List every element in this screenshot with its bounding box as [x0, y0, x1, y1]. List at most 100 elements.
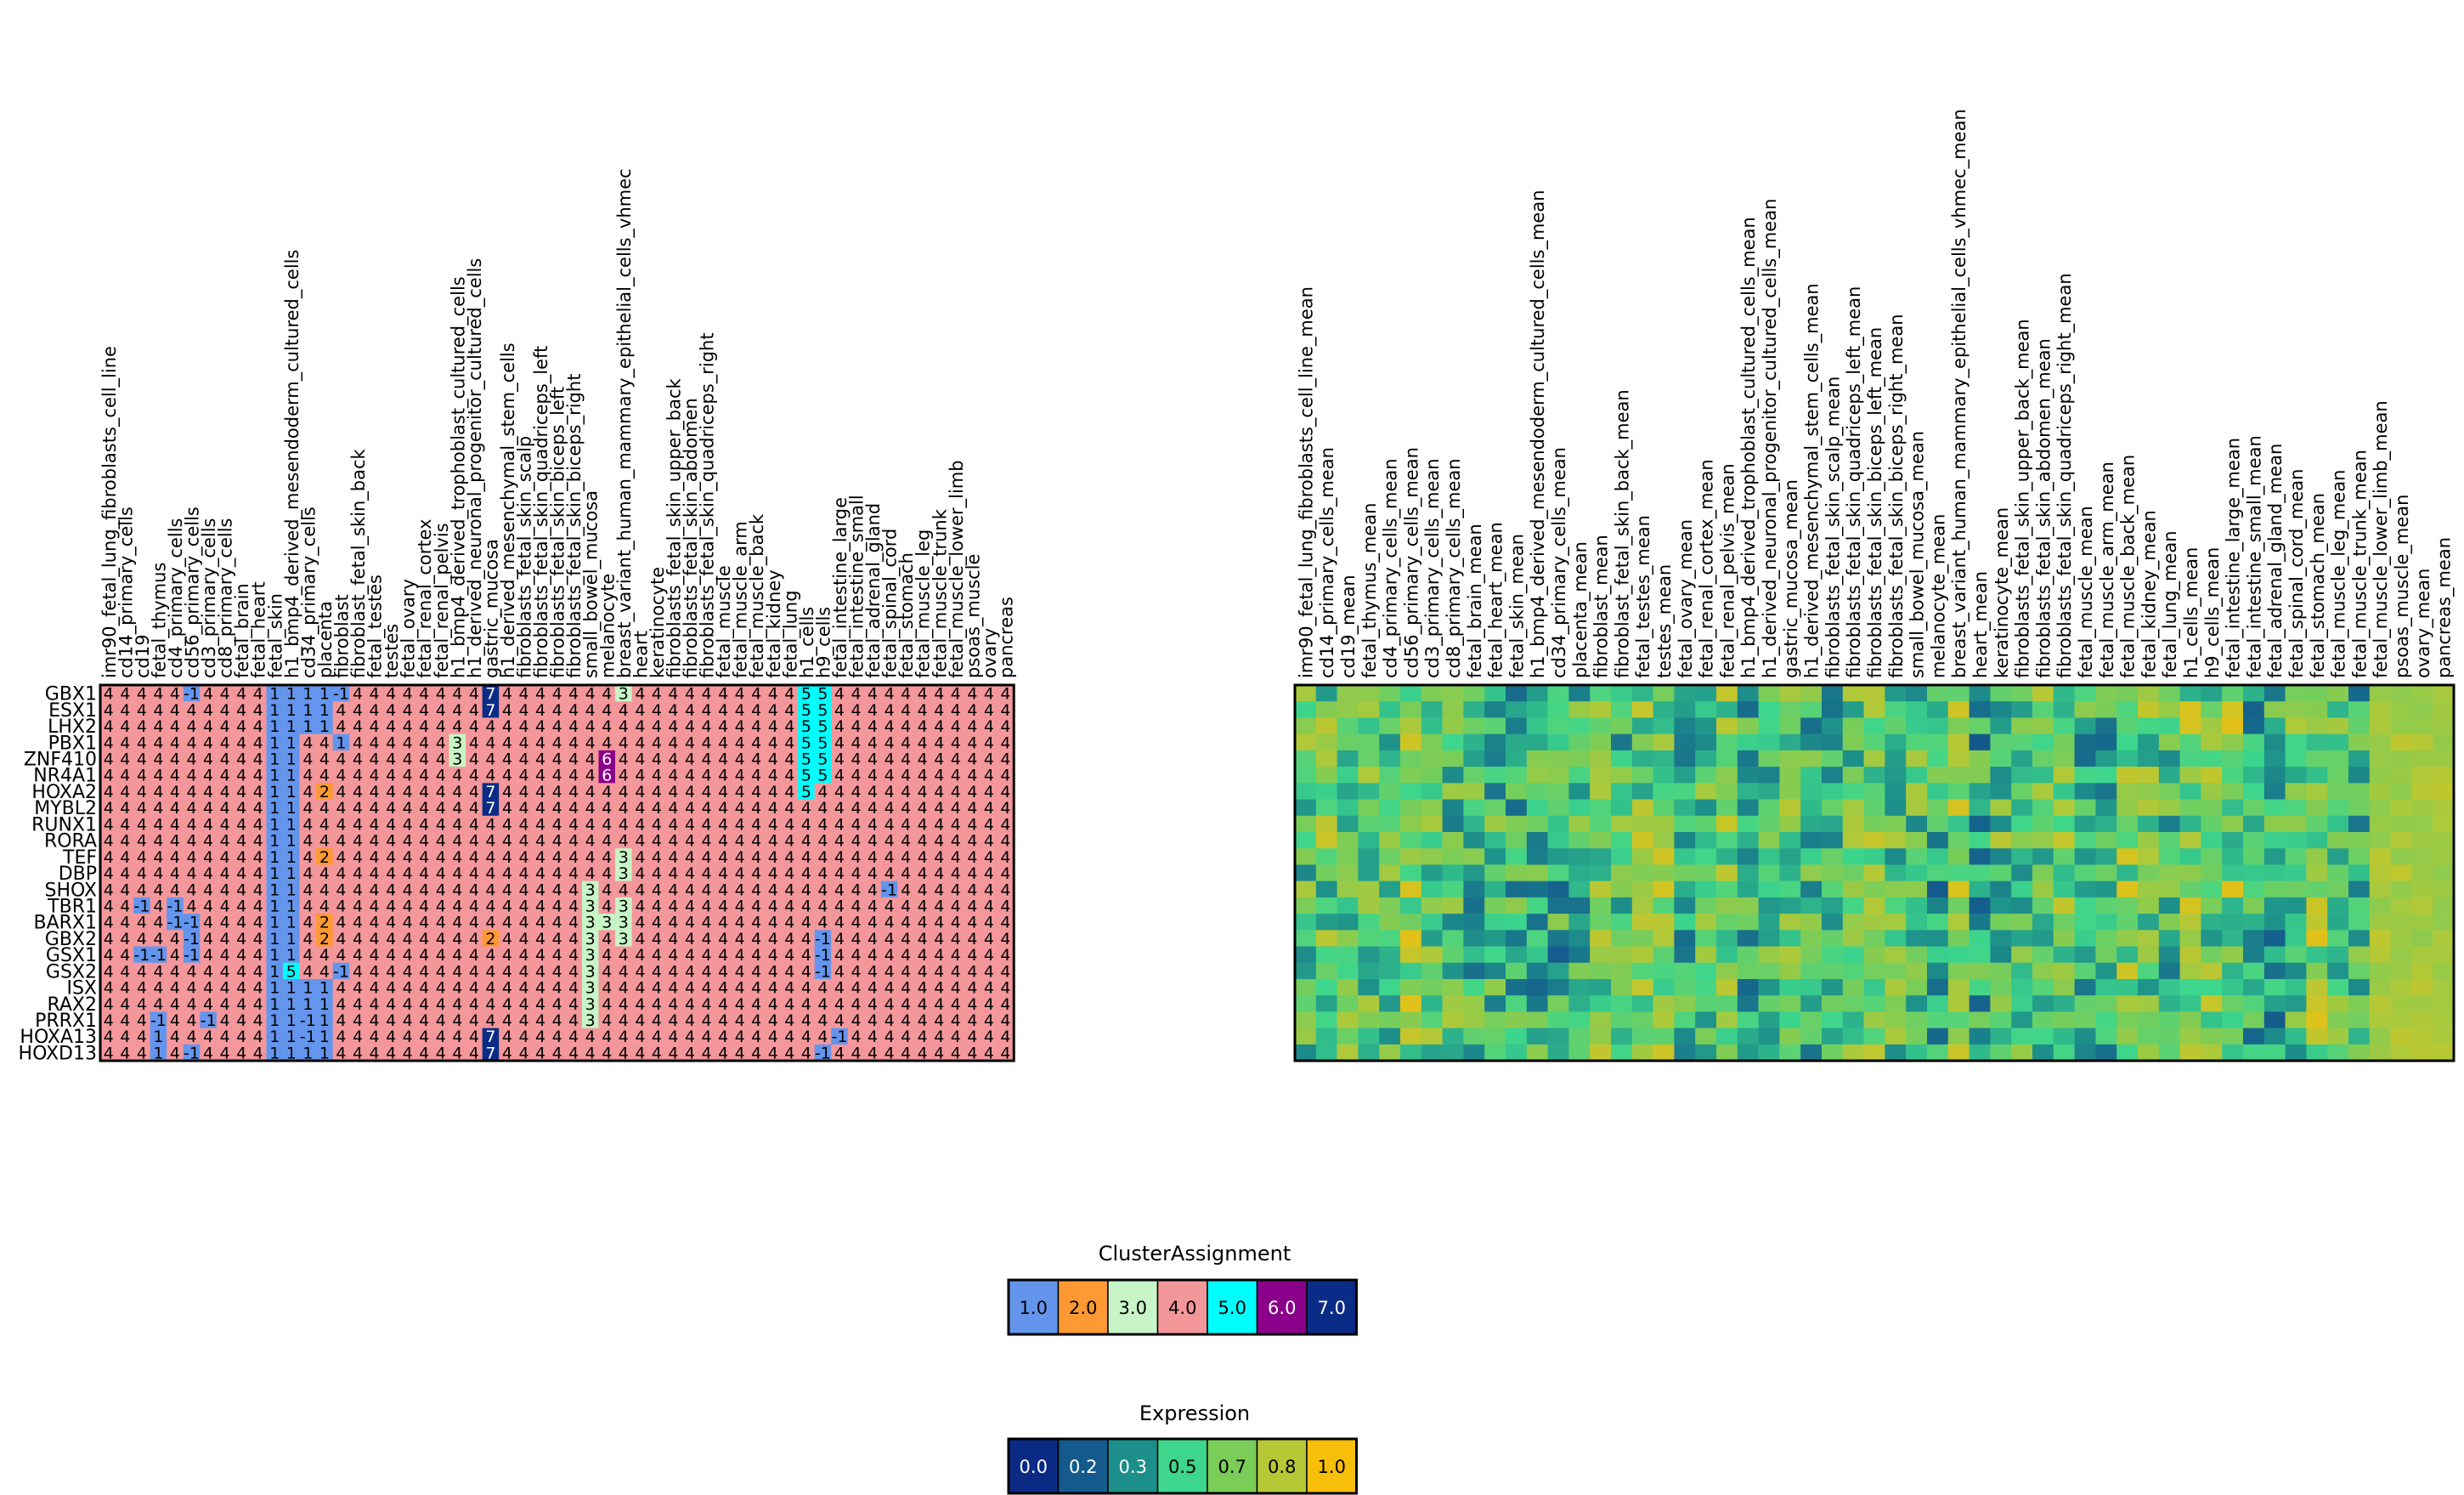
cluster-cell [349, 767, 367, 784]
column-label: psoas_muscle [963, 554, 984, 678]
expression-cell [2158, 914, 2180, 931]
cluster-cell [798, 831, 815, 849]
expression-cell [1822, 978, 1844, 996]
expression-cell [2138, 733, 2160, 751]
cluster-cell [482, 815, 500, 833]
expression-cell [1653, 733, 1675, 751]
expression-cell [1379, 831, 1401, 849]
cluster-cell-value: 4 [951, 701, 961, 720]
column-label: imr90_fetal_lung_fibroblasts_cell_line [99, 346, 121, 678]
expression-cell [1990, 978, 2012, 996]
cluster-cell [116, 815, 134, 833]
cluster-cell-value: 4 [884, 832, 895, 851]
column-label: fetal_intestine_small_mean [2244, 435, 2265, 678]
cluster-cell [781, 750, 799, 767]
cluster-cell-value: 4 [170, 685, 180, 704]
expression-cell [2433, 914, 2455, 931]
cluster-cell-value: 4 [918, 799, 928, 818]
expression-cell [2369, 962, 2391, 980]
expression-cell [1674, 1028, 1696, 1045]
expression-cell [2263, 733, 2286, 751]
expression-cell [1716, 897, 1738, 915]
cluster-cell [880, 717, 898, 734]
cluster-cell [581, 750, 599, 767]
expression-cell [2263, 750, 2286, 767]
expression-cell [2222, 1011, 2244, 1028]
expression-cell [1631, 962, 1653, 980]
expression-cell [1526, 1011, 1548, 1028]
expression-cell [1969, 995, 1991, 1012]
expression-cell [2201, 864, 2223, 881]
expression-cell [1822, 995, 1844, 1012]
expression-cell [1526, 897, 1548, 915]
expression-cell [2011, 848, 2033, 865]
cluster-cell-value: 4 [602, 701, 612, 720]
expression-cell [2327, 848, 2349, 865]
expression-cell [1379, 733, 1401, 751]
column-label: fetal_ovary_mean [1676, 519, 1697, 678]
expression-cell [2327, 685, 2349, 702]
cluster-cell [565, 815, 583, 833]
cluster-cell [482, 685, 500, 702]
column-label: fetal_muscle_arm_mean [2097, 462, 2118, 678]
expression-cell [1295, 848, 1317, 865]
cluster-cell-value: 1 [319, 701, 330, 720]
cluster-cell [183, 783, 201, 800]
expression-cell [1315, 701, 1337, 718]
expression-cell [1674, 946, 1696, 964]
cluster-cell-value: -1 [184, 685, 200, 704]
cluster-cell-value: 4 [370, 750, 380, 768]
expression-cell [1822, 848, 1844, 865]
expression-cell [2179, 733, 2201, 751]
cluster-cell [880, 799, 898, 817]
expression-cell [1358, 897, 1380, 915]
expression-cell [1969, 897, 1991, 915]
cluster-cell-value: 4 [386, 783, 396, 801]
cluster-cell [216, 815, 234, 833]
expression-cell [2158, 701, 2180, 718]
cluster-cell-value: 4 [1000, 815, 1010, 834]
cluster-cell [482, 767, 500, 784]
expression-cell [1947, 897, 1970, 915]
cluster-cell [183, 815, 201, 833]
expression-cell [1906, 1044, 1928, 1062]
expression-cell [2095, 881, 2117, 898]
cluster-cell [216, 783, 234, 800]
expression-cell [1506, 767, 1528, 784]
cluster-cell [233, 767, 251, 784]
expression-cell [1906, 962, 1928, 980]
expression-cell [2116, 978, 2139, 996]
cluster-cell [466, 685, 483, 702]
expression-cell [1526, 783, 1548, 800]
cluster-cell-value: 4 [984, 750, 994, 768]
cluster-cell [466, 831, 483, 849]
cluster-cell [216, 831, 234, 849]
expression-cell [2095, 799, 2117, 817]
cluster-cell [432, 767, 449, 784]
expression-cell [1484, 914, 1506, 931]
cluster-cell [930, 831, 948, 849]
cluster-cell-value: 4 [768, 799, 778, 818]
column-label: fibroblasts_fetal_skin_quadriceps_right [698, 332, 719, 678]
cluster-cell [731, 733, 749, 751]
cluster-cell [150, 685, 167, 702]
cluster-cell-value: 4 [370, 701, 380, 720]
expression-cell [1863, 881, 1885, 898]
expression-cell [2433, 848, 2455, 865]
cluster-cell [565, 701, 583, 718]
expression-cell [1358, 717, 1380, 734]
expression-cell [1400, 962, 1422, 980]
expression-cell [2348, 799, 2371, 817]
cluster-cell [365, 750, 383, 767]
cluster-cell-value: 4 [619, 815, 629, 834]
cluster-cell-value: 4 [768, 815, 778, 834]
expression-cell [1779, 815, 1801, 833]
column-label: ovary_mean [2413, 569, 2434, 678]
expression-legend: 0.0 0.2 0.3 0.5 0.7 0.8 1.0 [1007, 1437, 1358, 1495]
expression-cell [2348, 914, 2371, 931]
expression-cell [1758, 701, 1780, 718]
cluster-cell-value: 4 [702, 799, 712, 818]
column-label: fibroblasts_fetal_skin_upper_back [664, 378, 685, 678]
column-label: fetal_muscle_arm [731, 521, 752, 678]
cluster-cell-value: 4 [834, 767, 845, 785]
